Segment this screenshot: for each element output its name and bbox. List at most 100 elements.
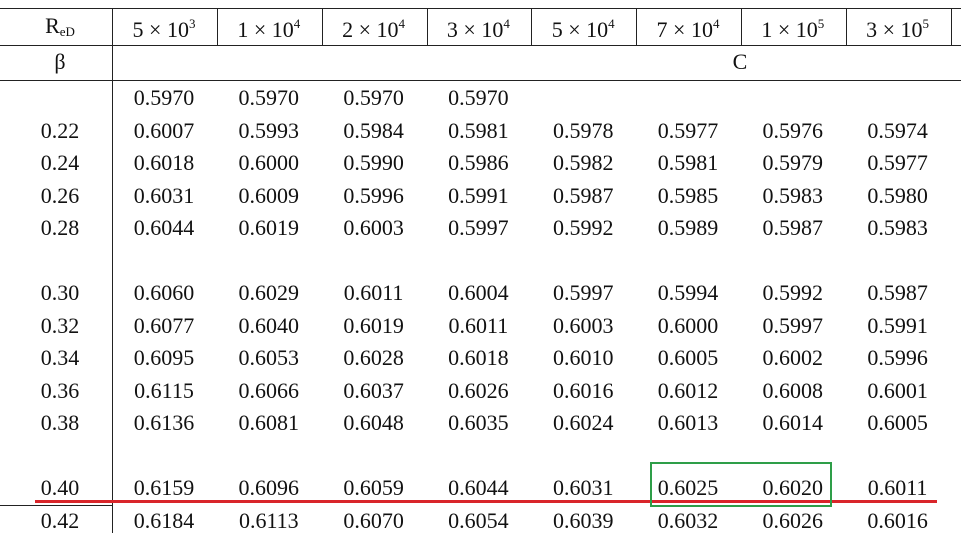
header-base: 3 × 10 xyxy=(866,17,923,42)
value-cell: 0.6001 xyxy=(867,377,928,403)
value-cell: 0.6019 xyxy=(238,215,300,240)
value-cell: 0.6000 xyxy=(238,150,300,175)
header-base: 3 × 10 xyxy=(446,17,504,42)
header-exp: 5 xyxy=(817,16,825,31)
beta-cell: 0.36 xyxy=(40,377,80,403)
column-divider xyxy=(950,8,952,45)
value-cell: 0.6011 xyxy=(448,312,509,338)
value-label: C xyxy=(732,49,748,74)
beta-cell: 0.40 xyxy=(40,475,80,500)
value-cell: 0.5987 xyxy=(762,215,824,240)
value-cell: 0.6054 xyxy=(448,507,509,533)
value-cell: 0.6184 xyxy=(133,507,195,533)
value-cell: 0.5977 xyxy=(657,117,719,143)
value-cell: 0.6002 xyxy=(762,345,824,370)
value-cell: 0.6032 xyxy=(657,507,719,533)
value-cell: 0.5976 xyxy=(762,117,824,143)
column-header: 7 × 104 xyxy=(657,11,720,43)
column-header: 5 × 104 xyxy=(552,11,615,43)
header-base: 2 × 10 xyxy=(342,17,399,42)
corner-main: R xyxy=(45,13,60,38)
value-cell: 0.5982 xyxy=(552,150,614,175)
value-cell: 0.6026 xyxy=(762,507,824,533)
header-base: 5 × 10 xyxy=(132,17,189,42)
value-cell: 0.6113 xyxy=(238,507,299,533)
beta-label: β xyxy=(54,49,66,74)
value-cell: 0.6004 xyxy=(448,280,509,305)
value-cell: 0.5996 xyxy=(343,182,404,208)
value-cell: 0.6013 xyxy=(657,410,719,435)
value-cell: 0.6060 xyxy=(133,280,195,305)
value-cell: 0.6000 xyxy=(657,312,719,338)
value-cell: 0.6009 xyxy=(238,182,300,208)
value-cell: 0.6044 xyxy=(448,475,509,500)
beta-cell: 0.24 xyxy=(40,150,80,175)
value-cell: 0.5985 xyxy=(657,182,719,208)
column-header: 3 × 105 xyxy=(866,11,929,43)
beta-cell: 0.34 xyxy=(40,345,80,370)
value-cell: 0.6025 xyxy=(657,475,719,500)
value-cell: 0.6005 xyxy=(867,410,928,435)
rule xyxy=(0,45,961,46)
value-cell: 0.6026 xyxy=(448,377,509,403)
column-divider xyxy=(217,8,218,45)
value-cell: 0.6066 xyxy=(238,377,300,403)
value-cell: 0.5993 xyxy=(238,117,300,143)
value-cell: 0.6031 xyxy=(133,182,195,208)
value-cell: 0.5989 xyxy=(657,215,719,240)
header-exp: 4 xyxy=(398,16,406,31)
value-cell: 0.5997 xyxy=(448,215,509,240)
value-cell: 0.5970 xyxy=(448,85,509,110)
value-cell: 0.6016 xyxy=(552,377,614,403)
value-cell: 0.5979 xyxy=(762,150,824,175)
value-cell: 0.5983 xyxy=(762,182,824,208)
value-cell: 0.6018 xyxy=(448,345,509,370)
value-cell: 0.5997 xyxy=(762,312,824,338)
header-exp: 4 xyxy=(293,16,301,31)
value-cell: 0.5991 xyxy=(448,182,509,208)
value-cell: 0.6012 xyxy=(657,377,719,403)
rule xyxy=(112,8,113,533)
value-cell: 0.5987 xyxy=(867,280,928,305)
value-cell: 0.6007 xyxy=(133,117,195,143)
beta-cell: 0.42 xyxy=(40,507,80,533)
rule xyxy=(0,80,961,81)
value-cell: 0.5981 xyxy=(448,117,509,143)
value-cell: 0.5977 xyxy=(867,150,928,175)
value-cell: 0.6010 xyxy=(552,345,614,370)
value-cell: 0.6003 xyxy=(552,312,614,338)
rule xyxy=(0,505,112,506)
value-cell: 0.5996 xyxy=(867,345,928,370)
value-cell: 0.6053 xyxy=(238,345,300,370)
header-exp: 4 xyxy=(608,16,615,31)
value-cell: 0.5994 xyxy=(657,280,719,305)
beta-cell: 0.30 xyxy=(40,280,80,305)
value-cell: 0.6005 xyxy=(657,345,719,370)
beta-cell: 0.38 xyxy=(40,410,80,435)
red-underline xyxy=(35,500,937,503)
value-cell: 0.5980 xyxy=(867,182,928,208)
value-cell: 0.6018 xyxy=(133,150,195,175)
value-cell: 0.6039 xyxy=(552,507,614,533)
value-cell: 0.6095 xyxy=(133,345,195,370)
header-exp: 4 xyxy=(503,16,510,31)
value-cell: 0.6011 xyxy=(343,280,404,305)
value-cell: 0.6016 xyxy=(867,507,928,533)
value-cell: 0.6029 xyxy=(238,280,300,305)
value-cell: 0.5987 xyxy=(552,182,614,208)
column-divider xyxy=(321,8,323,45)
value-cell: 0.6159 xyxy=(133,475,195,500)
value-cell: 0.5992 xyxy=(552,215,614,240)
header-base: 1 × 10 xyxy=(237,17,294,42)
corner-header: ReD xyxy=(45,13,75,45)
header-base: 1 × 10 xyxy=(761,17,818,42)
value-cell: 0.6059 xyxy=(343,475,404,500)
beta-cell: 0.32 xyxy=(40,312,80,338)
value-cell: 0.6008 xyxy=(762,377,824,403)
value-cell: 0.6019 xyxy=(343,312,404,338)
value-cell: 0.6028 xyxy=(343,345,404,370)
value-cell: 0.5970 xyxy=(343,85,404,110)
column-divider xyxy=(845,8,847,45)
header-exp: 5 xyxy=(922,16,930,31)
